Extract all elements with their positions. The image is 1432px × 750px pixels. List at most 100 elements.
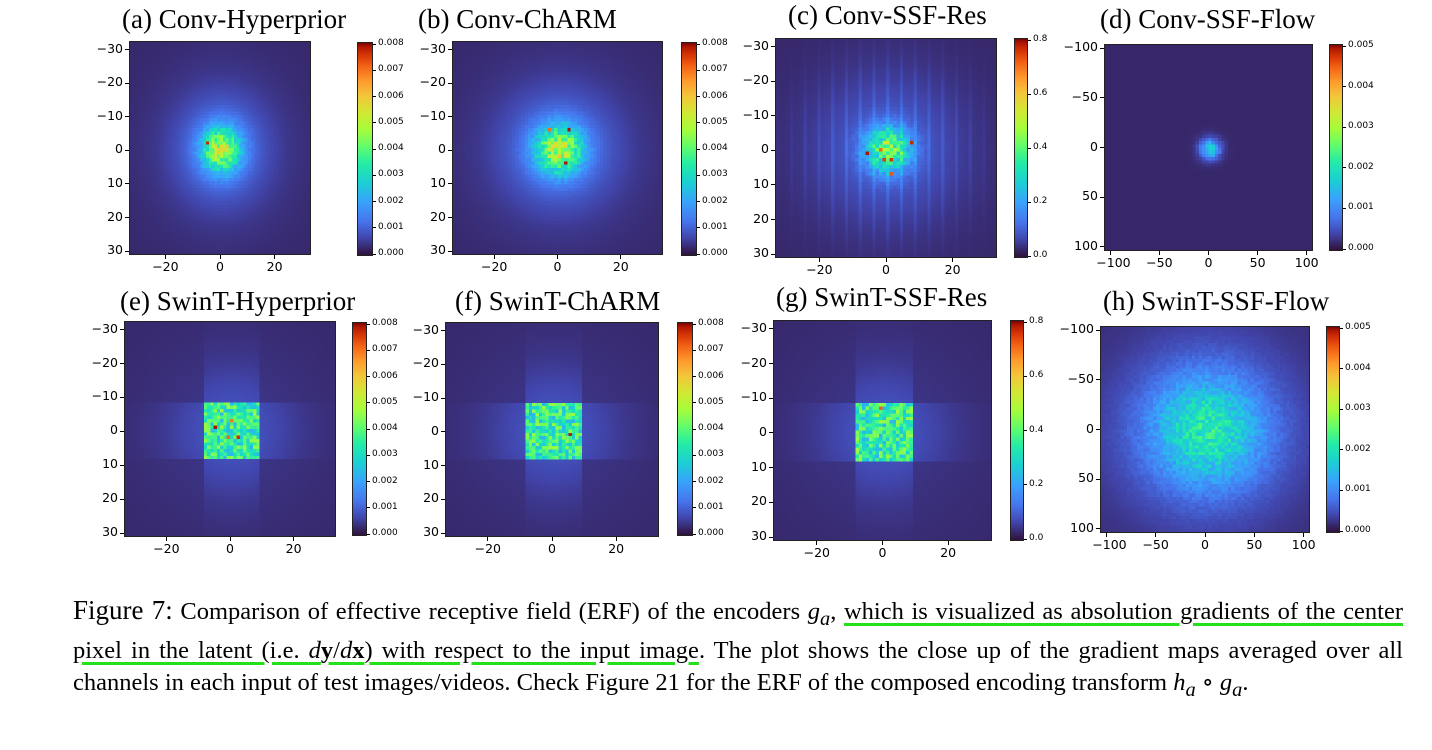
y-tick-label: −50	[1071, 88, 1098, 104]
colorbar-tick-label: 0.000	[1345, 525, 1371, 535]
y-tick-mark	[769, 397, 773, 399]
y-tick-label: −30	[740, 319, 767, 335]
colorbar-tick-mark	[1343, 45, 1346, 47]
x-tick-label: −20	[152, 259, 179, 274]
colorbar-tick-label: 0.007	[702, 64, 728, 75]
caption-label: Figure 7:	[73, 595, 173, 625]
y-tick-label: 20	[102, 490, 118, 506]
panel-title: (a) Conv-Hyperprior	[122, 4, 347, 34]
colorbar-tick-mark	[1028, 255, 1031, 257]
y-tick-label: −20	[742, 72, 769, 88]
x-tick-mark	[1204, 533, 1206, 537]
colorbar-tick-label: 0.003	[372, 449, 398, 460]
colorbar-tick-label: 0.003	[698, 449, 724, 460]
colorbar-tick-mark	[1028, 93, 1031, 95]
x-tick-mark	[1303, 533, 1305, 537]
y-tick-label: 100	[1070, 519, 1094, 535]
erf-heatmap	[775, 38, 997, 258]
colorbar-tick-mark	[1024, 375, 1027, 377]
x-tick-label: 0	[548, 541, 556, 556]
colorbar-tick-mark	[1024, 538, 1027, 540]
colorbar-tick-mark	[367, 376, 370, 377]
x-tick-mark	[1257, 251, 1259, 255]
y-tick-mark	[441, 465, 445, 467]
colorbar-tick-mark	[1024, 321, 1027, 323]
colorbar	[1326, 326, 1340, 533]
colorbar-tick-label: 0.8	[1033, 34, 1048, 44]
panel-title: (b) Conv-ChARM	[418, 4, 617, 34]
colorbar-tick-mark	[373, 174, 376, 176]
colorbar-tick-label: 0.004	[702, 143, 728, 153]
colorbar-tick-mark	[697, 69, 700, 71]
x-tick-mark	[165, 537, 167, 541]
x-tick-label: 0	[882, 262, 890, 277]
y-tick-mark	[125, 149, 129, 151]
colorbar-tick-label: 0.002	[378, 195, 404, 206]
x-tick-label: 20	[608, 541, 625, 556]
y-tick-label: −10	[91, 388, 118, 404]
colorbar-tick-label: 0.001	[1348, 202, 1374, 213]
x-tick-mark	[816, 541, 818, 545]
x-tick-label: 0	[1201, 537, 1209, 552]
colorbar-tick-mark	[373, 96, 376, 97]
colorbar-tick-mark	[367, 507, 370, 509]
colorbar-tick-mark	[697, 122, 700, 124]
y-tick-label: −30	[91, 320, 118, 336]
y-tick-label: 0	[110, 422, 118, 438]
y-tick-mark	[1100, 147, 1104, 148]
y-tick-mark	[125, 116, 129, 118]
y-tick-mark	[1100, 47, 1104, 49]
x-tick-mark	[557, 255, 558, 259]
colorbar-tick-label: 0.006	[702, 90, 728, 101]
colorbar-tick-label: 0.001	[1345, 484, 1371, 495]
colorbar-tick-mark	[1340, 449, 1343, 451]
y-tick-mark	[1096, 528, 1100, 530]
x-tick-label: 0	[216, 259, 224, 274]
y-tick-label: −20	[419, 74, 446, 90]
math-g: g	[807, 598, 821, 625]
colorbar	[677, 322, 693, 536]
math-g2: g	[1219, 668, 1233, 696]
caption-end: .	[1242, 668, 1249, 696]
x-tick-mark	[219, 255, 221, 259]
y-tick-mark	[441, 397, 445, 399]
colorbar-tick-mark	[693, 376, 696, 377]
x-tick-label: −50	[1146, 255, 1173, 270]
colorbar-tick-label: 0.001	[378, 221, 404, 232]
colorbar-tick-label: 0.003	[378, 169, 404, 180]
colorbar-tick-mark	[697, 227, 700, 229]
colorbar-tick-mark	[1028, 201, 1031, 203]
y-tick-label: 10	[751, 458, 767, 474]
colorbar-tick-mark	[697, 253, 700, 255]
y-tick-label: 0	[759, 423, 767, 439]
y-tick-mark	[441, 431, 445, 433]
colorbar-tick-label: 0.000	[1348, 243, 1374, 253]
y-tick-label: 0	[431, 422, 439, 438]
x-tick-mark	[493, 255, 495, 259]
y-tick-label: −10	[419, 107, 446, 123]
y-tick-label: 0	[1090, 138, 1098, 154]
colorbar-tick-label: 0.002	[372, 475, 398, 486]
y-tick-mark	[125, 250, 129, 252]
math-x: x	[352, 636, 365, 664]
panel-title: (h) SwinT-SSF-Flow	[1103, 286, 1330, 316]
colorbar-tick-label: 0.000	[702, 248, 728, 258]
panel-title: (c) Conv-SSF-Res	[788, 0, 987, 30]
y-tick-mark	[771, 253, 775, 255]
x-tick-label: 50	[1249, 255, 1266, 270]
erf-heatmap	[773, 320, 992, 541]
y-tick-label: 30	[753, 245, 769, 261]
erf-heatmap	[452, 41, 663, 255]
y-tick-mark	[769, 501, 773, 503]
y-tick-mark	[120, 329, 124, 331]
colorbar-tick-label: 0.004	[372, 423, 398, 433]
erf-heatmap	[445, 322, 659, 537]
y-tick-mark	[771, 219, 775, 220]
y-tick-mark	[771, 46, 775, 48]
y-tick-mark	[441, 498, 445, 500]
colorbar-tick-mark	[367, 323, 370, 325]
colorbar-tick-label: 0.006	[698, 370, 724, 381]
y-tick-label: 30	[751, 528, 767, 544]
colorbar-tick-label: 0.006	[372, 370, 398, 381]
y-tick-label: 50	[1082, 188, 1098, 204]
